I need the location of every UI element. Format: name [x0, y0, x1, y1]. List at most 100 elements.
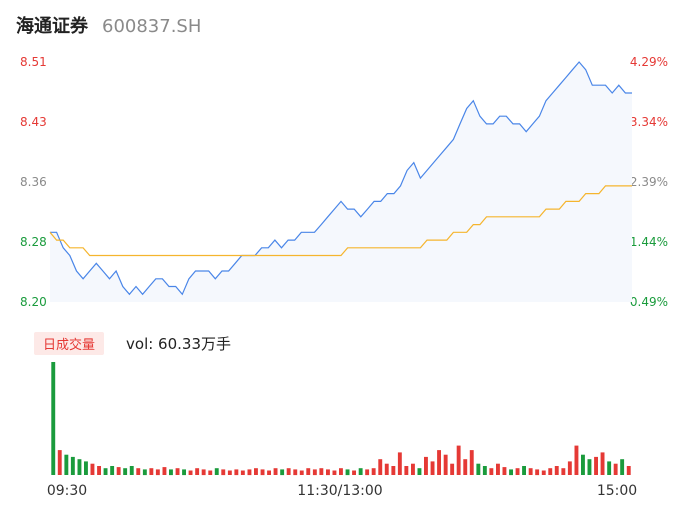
percent-tick-label: 0.49% — [630, 295, 668, 309]
volume-bar — [254, 468, 258, 475]
volume-bar — [613, 463, 618, 475]
volume-bar — [378, 459, 383, 475]
volume-bar — [293, 469, 298, 476]
volume-bar — [469, 450, 474, 475]
volume-bar — [299, 470, 304, 475]
volume-bar — [424, 456, 428, 475]
volume-bar — [175, 468, 180, 475]
volume-bar — [234, 469, 239, 476]
volume-bar — [404, 466, 409, 475]
volume-bar — [456, 445, 461, 475]
volume-bar — [607, 461, 612, 475]
volume-bar — [502, 467, 507, 475]
volume-bar — [129, 466, 134, 475]
volume-bar — [443, 454, 448, 475]
avg-price-line — [49, 185, 632, 257]
volume-bar — [286, 468, 291, 475]
volume-bar — [201, 469, 206, 476]
volume-bar — [554, 466, 559, 475]
percent-tick-label: 1.44% — [630, 235, 668, 249]
volume-bar — [149, 468, 154, 475]
volume-bar — [326, 469, 330, 476]
volume-bar — [332, 470, 337, 475]
volume-bar — [509, 469, 513, 476]
percent-tick-label: 3.34% — [630, 115, 668, 129]
volume-bar — [561, 468, 566, 475]
volume-header: 日成交量 vol: 60.33万手 — [34, 331, 231, 355]
volume-bar — [123, 468, 128, 475]
volume-bar — [391, 466, 396, 475]
volume-bar — [620, 459, 625, 475]
volume-bar — [247, 469, 252, 476]
volume-bar — [116, 467, 121, 475]
volume-bar — [417, 468, 422, 475]
volume-bar — [169, 469, 173, 476]
volume-bar — [208, 470, 213, 475]
volume-bar — [136, 468, 141, 475]
volume-bar — [574, 445, 579, 475]
volume-bar — [450, 463, 455, 475]
volume-bar — [51, 362, 56, 475]
volume-bar — [463, 459, 468, 475]
volume-bar — [306, 468, 311, 475]
volume-bar — [260, 469, 265, 476]
volume-bar — [352, 470, 356, 475]
price-tick-label: 8.28 — [20, 235, 47, 249]
volume-readout: vol: 60.33万手 — [126, 334, 232, 353]
stock-header: 海通证券 600837.SH — [16, 12, 201, 40]
volume-bar — [214, 468, 219, 475]
volume-bar — [155, 469, 160, 476]
volume-bar — [496, 463, 500, 475]
price-tick-label: 8.36 — [20, 175, 47, 189]
volume-bar — [476, 463, 481, 475]
volume-bar — [567, 461, 572, 475]
volume-bar — [371, 468, 376, 475]
volume-bar — [482, 466, 487, 475]
volume-bar — [195, 468, 200, 475]
volume-bar — [188, 470, 193, 475]
volume-bar — [70, 456, 75, 475]
volume-bar — [587, 459, 592, 475]
volume-bar — [411, 463, 415, 475]
volume-bar — [267, 470, 271, 475]
stock-name: 海通证券 — [16, 16, 88, 37]
volume-bar — [103, 468, 108, 475]
price-tick-label: 8.43 — [20, 115, 47, 129]
volume-bar — [319, 468, 324, 475]
volume-bar — [57, 450, 62, 475]
volume-bar — [90, 463, 95, 475]
volume-bar — [142, 469, 147, 476]
volume-bar — [437, 450, 441, 475]
price-tick-label: 8.20 — [20, 295, 47, 309]
volume-bar — [358, 468, 363, 475]
volume-bar — [345, 469, 350, 476]
volume-bar — [384, 463, 389, 475]
daily-volume-tab[interactable]: 日成交量 — [34, 331, 105, 355]
price-line — [50, 61, 632, 296]
volume-bar — [535, 469, 540, 476]
volume-bar — [594, 456, 598, 475]
volume-bar — [581, 454, 585, 475]
time-axis-label: 09:30 — [47, 483, 87, 499]
volume-bar — [600, 452, 605, 475]
volume-bar — [365, 469, 370, 476]
volume-bar — [541, 470, 546, 475]
volume-bar — [312, 469, 317, 476]
volume-bar — [97, 466, 101, 475]
percent-tick-label: 4.29% — [630, 55, 668, 69]
volume-bar — [182, 469, 186, 476]
time-axis-label: 15:00 — [597, 483, 637, 499]
volume-bar — [397, 452, 402, 475]
volume-bar — [626, 466, 631, 475]
volume-bar — [240, 470, 245, 475]
volume-bar — [162, 467, 167, 475]
volume-bar — [528, 468, 533, 475]
price-tick-label: 8.51 — [20, 55, 47, 69]
volume-bar — [110, 466, 115, 475]
volume-bar — [489, 468, 494, 475]
volume-bar — [522, 466, 526, 475]
percent-tick-label: 2.39% — [630, 175, 668, 189]
stock-code: 600837.SH — [102, 16, 202, 37]
volume-bar — [339, 468, 343, 475]
